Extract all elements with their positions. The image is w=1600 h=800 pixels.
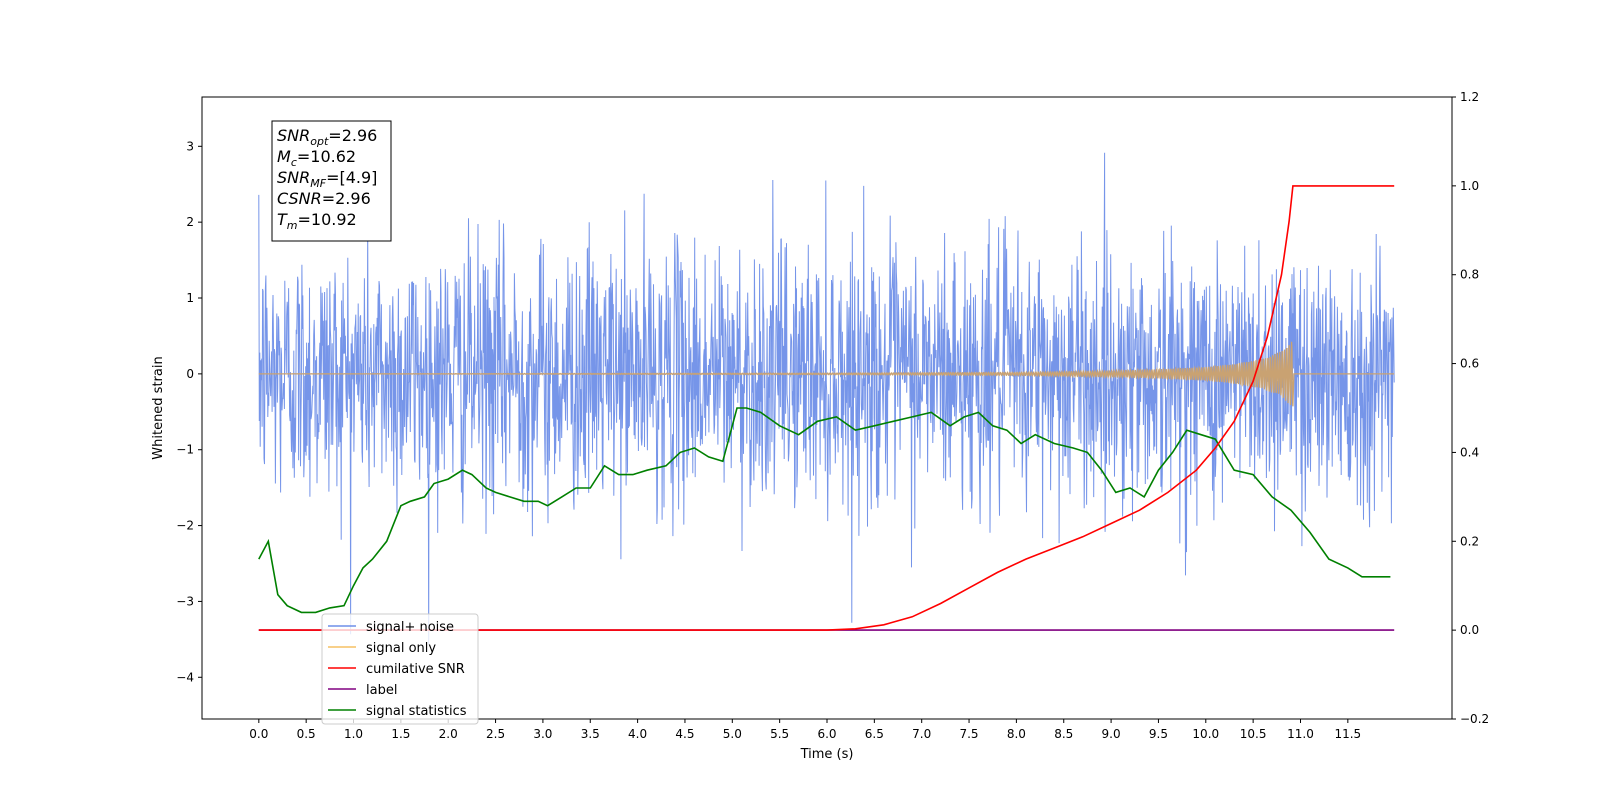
x-tick-label: 11.5 [1334, 727, 1361, 741]
y-left-tick-label: −2 [176, 519, 194, 533]
x-tick-label: 2.5 [486, 727, 505, 741]
x-tick-label: 10.5 [1240, 727, 1267, 741]
y-left-tick-label: −4 [176, 670, 194, 684]
legend: signal+ noise signal only cumilative SNR la… [321, 613, 479, 725]
legend-frame [321, 613, 479, 725]
legend-label: signal only [366, 641, 436, 656]
x-tick-label: 9.0 [1102, 727, 1121, 741]
y-right-tick-label: 1.2 [1460, 90, 1479, 104]
y-axis-right: −0.2 0.0 0.2 0.4 0.6 0.8 1.0 1.2 [1452, 90, 1489, 726]
signal-only-line [258, 341, 1395, 407]
y-left-tick-label: 0 [186, 367, 194, 381]
x-tick-label: 6.0 [817, 727, 836, 741]
cumilative-snr-line [258, 185, 1395, 631]
x-tick-label: 3.0 [533, 727, 552, 741]
y-left-tick-label: 3 [186, 139, 194, 153]
y-axis-label: Whitened strain [151, 356, 166, 459]
info-line: Tm=10.92 [277, 210, 357, 232]
signal-only-series [258, 341, 1395, 407]
x-tick-label: 4.5 [675, 727, 694, 741]
info-line: CSNR=2.96 [277, 189, 371, 208]
y-right-tick-label: 0.6 [1460, 357, 1479, 371]
signal-noise-line [258, 152, 1395, 645]
y-right-tick-label: 1.0 [1460, 179, 1479, 193]
x-tick-label: 0.5 [297, 727, 316, 741]
x-tick-label: 6.5 [865, 727, 884, 741]
x-tick-label: 8.5 [1054, 727, 1073, 741]
x-tick-label: 5.5 [770, 727, 789, 741]
info-line: Mc=10.62 [277, 147, 356, 169]
y-left-tick-label: −1 [176, 443, 194, 457]
y-axis-left: −4 −3 −2 −1 0 1 2 3 [176, 139, 202, 684]
x-tick-label: 7.0 [912, 727, 931, 741]
y-right-tick-label: 0.0 [1460, 623, 1479, 637]
y-right-tick-label: 0.2 [1460, 534, 1479, 548]
y-right-tick-label: 0.8 [1460, 268, 1479, 282]
x-tick-label: 3.5 [581, 727, 600, 741]
y-right-tick-label: 0.4 [1460, 445, 1479, 459]
y-left-tick-label: −3 [176, 594, 194, 608]
info-line: SNRopt=2.96 [277, 126, 377, 148]
x-tick-label: 8.0 [1007, 727, 1026, 741]
x-tick-label: 5.0 [723, 727, 742, 741]
x-axis: 0.0 0.5 1.0 1.5 2.0 2.5 3.0 3.5 4.0 4.5 5.0 5.5 6.0 6… [249, 719, 1361, 741]
x-tick-label: 1.0 [344, 727, 363, 741]
y-left-tick-label: 2 [186, 215, 194, 229]
x-tick-label: 11.0 [1287, 727, 1314, 741]
legend-label: signal+ noise [366, 620, 454, 635]
x-tick-label: 10.0 [1192, 727, 1219, 741]
info-box-frame [271, 120, 392, 242]
x-tick-label: 7.5 [959, 727, 978, 741]
signal-statistics-line [258, 407, 1391, 614]
x-tick-label: 0.0 [249, 727, 268, 741]
x-axis-label: Time (s) [800, 747, 854, 762]
info-line: SNRMF=[4.9] [277, 168, 377, 190]
legend-label: label [366, 683, 397, 698]
legend-label: cumilative SNR [366, 662, 465, 677]
x-tick-label: 9.5 [1149, 727, 1168, 741]
signal-noise-series [258, 152, 1395, 645]
legend-label: signal statistics [366, 704, 467, 719]
x-tick-label: 2.0 [439, 727, 458, 741]
x-tick-label: 4.0 [628, 727, 647, 741]
y-left-tick-label: 1 [186, 291, 194, 305]
y-right-tick-label: −0.2 [1460, 712, 1489, 726]
x-tick-label: 1.5 [391, 727, 410, 741]
